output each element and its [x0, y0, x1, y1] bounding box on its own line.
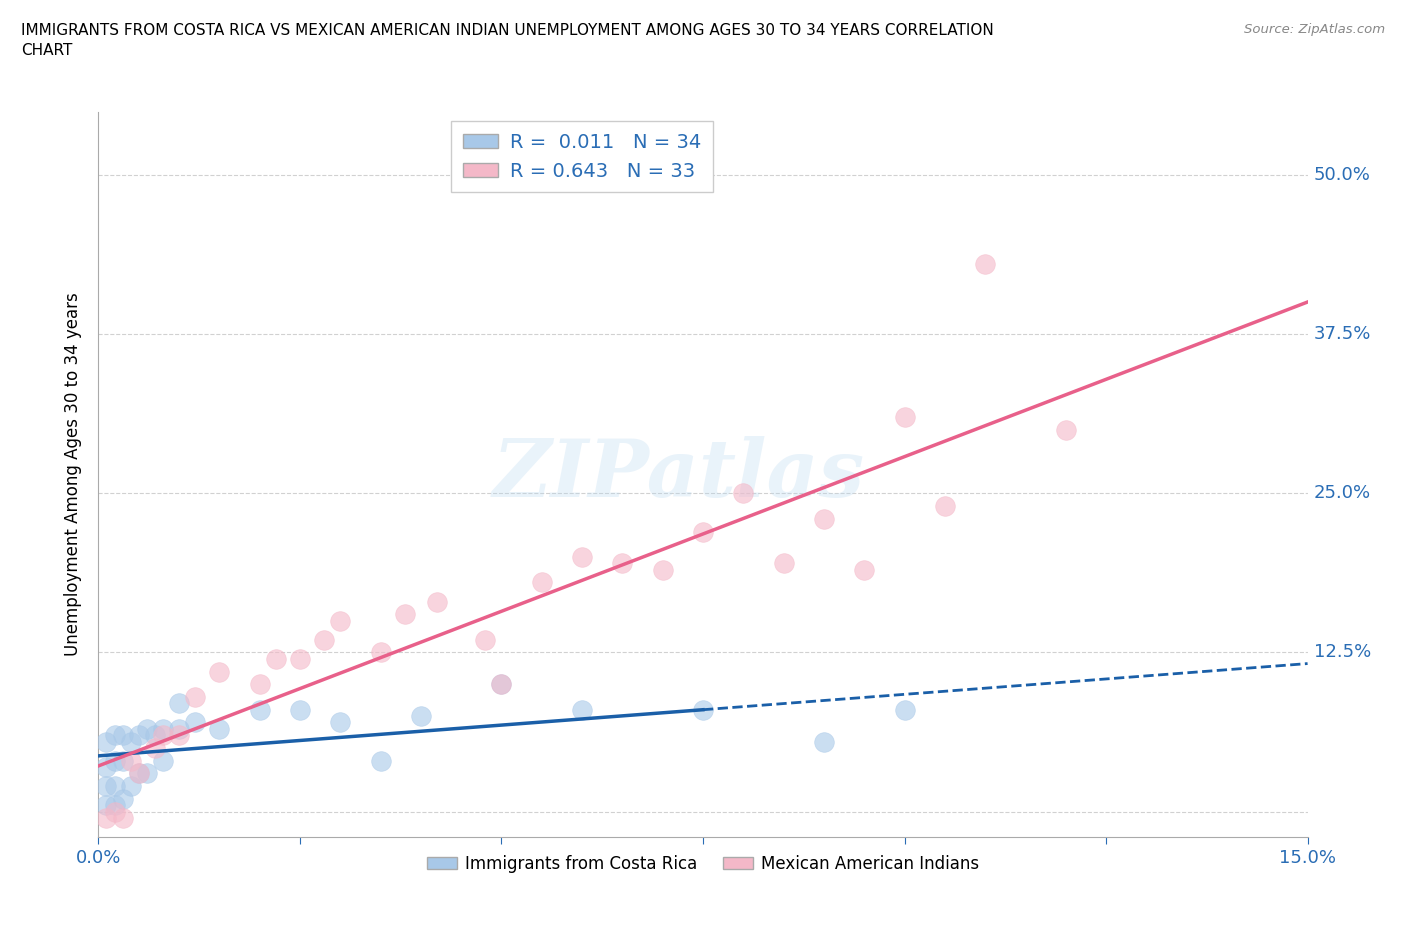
Point	[103, 728, 125, 743]
Point	[813, 734, 835, 749]
Point	[249, 702, 271, 717]
Point	[692, 702, 714, 717]
Point	[167, 728, 190, 743]
Point	[135, 766, 157, 781]
Point	[96, 798, 118, 813]
Point	[974, 257, 997, 272]
Point	[111, 728, 134, 743]
Point	[264, 651, 287, 666]
Point	[370, 753, 392, 768]
Point	[111, 810, 134, 825]
Point	[491, 677, 513, 692]
Legend: Immigrants from Costa Rica, Mexican American Indians: Immigrants from Costa Rica, Mexican Amer…	[420, 848, 986, 880]
Point	[103, 804, 125, 819]
Point	[491, 677, 513, 692]
Point	[329, 715, 352, 730]
Text: 50.0%: 50.0%	[1313, 166, 1371, 184]
Point	[530, 575, 553, 590]
Y-axis label: Unemployment Among Ages 30 to 34 years: Unemployment Among Ages 30 to 34 years	[65, 292, 83, 657]
Text: 37.5%: 37.5%	[1313, 326, 1371, 343]
Point	[772, 556, 794, 571]
Point	[733, 486, 755, 501]
Point	[135, 722, 157, 737]
Point	[329, 613, 352, 628]
Point	[571, 550, 593, 565]
Point	[288, 702, 311, 717]
Text: ZIPatlas: ZIPatlas	[492, 435, 865, 513]
Point	[474, 632, 496, 647]
Point	[409, 709, 432, 724]
Point	[934, 498, 956, 513]
Point	[128, 766, 150, 781]
Point	[853, 563, 876, 578]
Point	[651, 563, 673, 578]
Text: 12.5%: 12.5%	[1313, 644, 1371, 661]
Point	[208, 722, 231, 737]
Point	[893, 702, 915, 717]
Point	[893, 409, 915, 424]
Point	[103, 778, 125, 793]
Point	[128, 766, 150, 781]
Point	[96, 778, 118, 793]
Point	[370, 645, 392, 660]
Point	[143, 740, 166, 755]
Point	[120, 778, 142, 793]
Point	[314, 632, 336, 647]
Point	[128, 728, 150, 743]
Point	[571, 702, 593, 717]
Point	[120, 734, 142, 749]
Point	[111, 791, 134, 806]
Point	[103, 798, 125, 813]
Point	[96, 760, 118, 775]
Point	[394, 607, 416, 622]
Point	[813, 512, 835, 526]
Text: Source: ZipAtlas.com: Source: ZipAtlas.com	[1244, 23, 1385, 36]
Text: IMMIGRANTS FROM COSTA RICA VS MEXICAN AMERICAN INDIAN UNEMPLOYMENT AMONG AGES 30: IMMIGRANTS FROM COSTA RICA VS MEXICAN AM…	[21, 23, 994, 58]
Point	[152, 722, 174, 737]
Point	[120, 753, 142, 768]
Point	[208, 664, 231, 679]
Point	[167, 696, 190, 711]
Point	[103, 753, 125, 768]
Point	[152, 753, 174, 768]
Point	[612, 556, 634, 571]
Point	[184, 715, 207, 730]
Point	[288, 651, 311, 666]
Point	[152, 728, 174, 743]
Text: 25.0%: 25.0%	[1313, 485, 1371, 502]
Point	[1054, 422, 1077, 437]
Point	[111, 753, 134, 768]
Point	[96, 810, 118, 825]
Point	[167, 722, 190, 737]
Point	[184, 689, 207, 704]
Point	[692, 525, 714, 539]
Point	[143, 728, 166, 743]
Point	[249, 677, 271, 692]
Point	[96, 734, 118, 749]
Point	[426, 594, 449, 609]
